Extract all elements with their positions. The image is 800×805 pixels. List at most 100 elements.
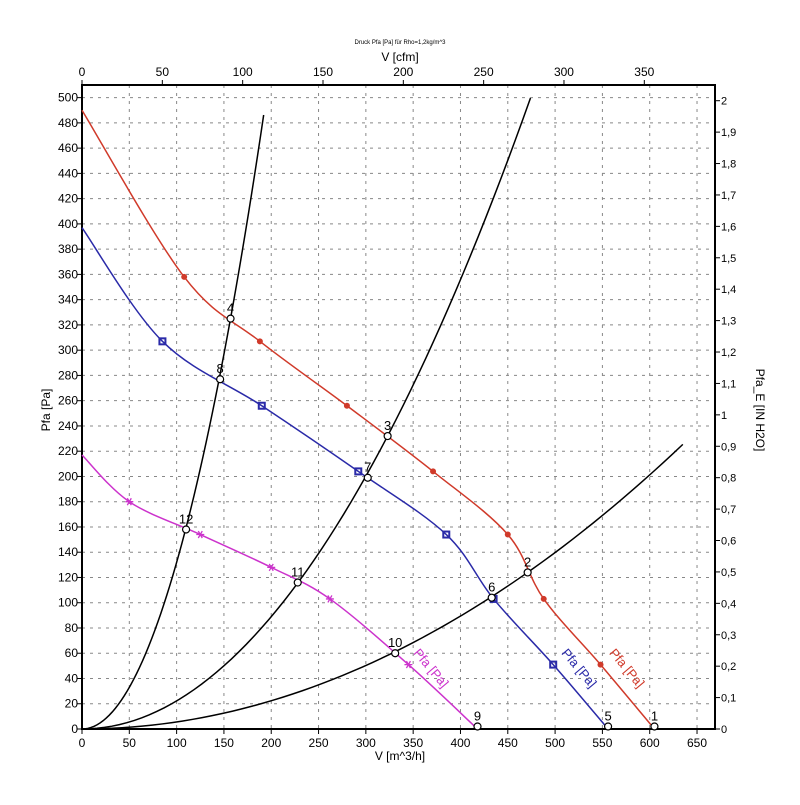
data-point — [442, 530, 451, 539]
data-point — [256, 338, 263, 345]
data-point — [549, 660, 558, 669]
y2-tick-label: 0,6 — [721, 536, 736, 548]
y-tick-label: 180 — [58, 495, 78, 509]
data-point — [158, 337, 167, 346]
y-tick-label: 100 — [58, 596, 78, 610]
data-point — [257, 401, 266, 410]
operating-point — [363, 473, 372, 482]
operating-point-label: 11 — [291, 565, 305, 580]
operating-point-label: 6 — [488, 580, 495, 595]
x-tick-label: 100 — [167, 736, 187, 750]
y2-tick-label: 1,7 — [721, 190, 736, 202]
operating-point-label: 8 — [217, 361, 224, 376]
y-tick-label: 0 — [71, 722, 78, 736]
y-tick-label: 200 — [58, 469, 78, 483]
y-tick-label: 240 — [58, 419, 78, 433]
x2-tick-label: 350 — [634, 65, 654, 79]
y-tick-label: 80 — [65, 621, 79, 635]
operating-point — [226, 314, 235, 323]
x2-tick-label: 0 — [79, 65, 86, 79]
y2-tick-label: 1,5 — [721, 253, 736, 265]
data-point — [196, 530, 205, 539]
x2-axis-label: V [cfm] — [381, 50, 418, 64]
y2-tick-label: 0,4 — [721, 598, 736, 610]
y-tick-label: 40 — [65, 671, 79, 685]
data-point — [125, 497, 134, 506]
series-line — [81, 227, 609, 730]
y2-tick-label: 1,2 — [721, 347, 736, 359]
operating-point-label: 7 — [364, 460, 371, 475]
system-curve — [81, 97, 532, 730]
series-label: Pfa [Pa] — [411, 646, 452, 691]
operating-point — [650, 722, 659, 731]
x-tick-label: 400 — [450, 736, 470, 750]
y2-tick-label: 2 — [721, 96, 727, 108]
y2-axis-label: Pfa_E [IN H2O] — [753, 369, 767, 452]
y2-tick-label: 1,3 — [721, 316, 736, 328]
operating-point-label: 1 — [651, 708, 658, 723]
chart-title: Druck Pfa [Pa] für Rho=1,2kg/m^3 — [354, 40, 446, 46]
y-tick-label: 460 — [58, 141, 78, 155]
y-tick-label: 280 — [58, 368, 78, 382]
system-curve — [81, 443, 684, 730]
data-point — [354, 467, 363, 476]
x-tick-label: 550 — [592, 736, 612, 750]
operating-point — [181, 525, 191, 534]
data-point — [430, 468, 437, 475]
y-tick-label: 400 — [58, 217, 78, 231]
y-tick-label: 500 — [58, 91, 78, 105]
data-point — [540, 595, 547, 602]
series-label: Pfa [Pa] — [606, 646, 647, 691]
y-tick-label: 160 — [58, 520, 78, 534]
y-tick-label: 60 — [65, 646, 79, 660]
y2-tick-label: 0,9 — [721, 441, 736, 453]
operating-point-label: 12 — [179, 511, 193, 526]
y-tick-label: 480 — [58, 116, 78, 130]
y2-tick-label: 0,8 — [721, 473, 736, 485]
y-tick-label: 300 — [58, 343, 78, 357]
y2-tick-label: 0,2 — [721, 661, 736, 673]
y-tick-label: 360 — [58, 267, 78, 281]
y2-tick-label: 1,8 — [721, 159, 736, 171]
operating-point-label: 4 — [227, 301, 234, 316]
operating-point — [487, 593, 496, 602]
x2-tick-label: 300 — [554, 65, 574, 79]
x2-tick-label: 50 — [156, 65, 170, 79]
operating-point — [293, 578, 302, 587]
x-tick-label: 150 — [214, 736, 234, 750]
x-tick-label: 250 — [309, 736, 329, 750]
y-tick-label: 260 — [58, 394, 78, 408]
y2-tick-label: 0,7 — [721, 504, 736, 516]
y2-tick-label: 0,1 — [721, 693, 736, 705]
x-tick-label: 50 — [123, 736, 137, 750]
operating-point — [603, 722, 613, 731]
y2-tick-label: 1,4 — [721, 284, 736, 296]
operating-point — [216, 375, 225, 384]
x-tick-label: 350 — [403, 736, 423, 750]
operating-point-label: 3 — [384, 418, 391, 433]
series-line — [81, 109, 656, 730]
operating-point-label: 2 — [524, 554, 531, 569]
data-point — [404, 660, 413, 669]
x2-tick-label: 250 — [474, 65, 494, 79]
x-tick-label: 200 — [261, 736, 281, 750]
x-tick-label: 500 — [545, 736, 565, 750]
data-point — [181, 273, 188, 280]
x-tick-label: 600 — [640, 736, 660, 750]
y-tick-label: 440 — [58, 166, 78, 180]
operating-point — [391, 649, 400, 658]
x-tick-label: 650 — [687, 736, 707, 750]
y-axis-label: Pfa [Pa] — [39, 389, 53, 432]
x2-tick-label: 150 — [313, 65, 333, 79]
data-point — [267, 563, 276, 572]
operating-point-label: 5 — [604, 708, 611, 723]
data-point — [504, 531, 511, 538]
y2-tick-label: 1,1 — [721, 378, 736, 390]
series-label: Pfa [Pa] — [559, 646, 600, 691]
x2-tick-label: 200 — [393, 65, 413, 79]
operating-point-label: 10 — [388, 635, 402, 650]
operating-point-label: 9 — [474, 708, 481, 723]
y2-tick-label: 1,9 — [721, 127, 736, 139]
